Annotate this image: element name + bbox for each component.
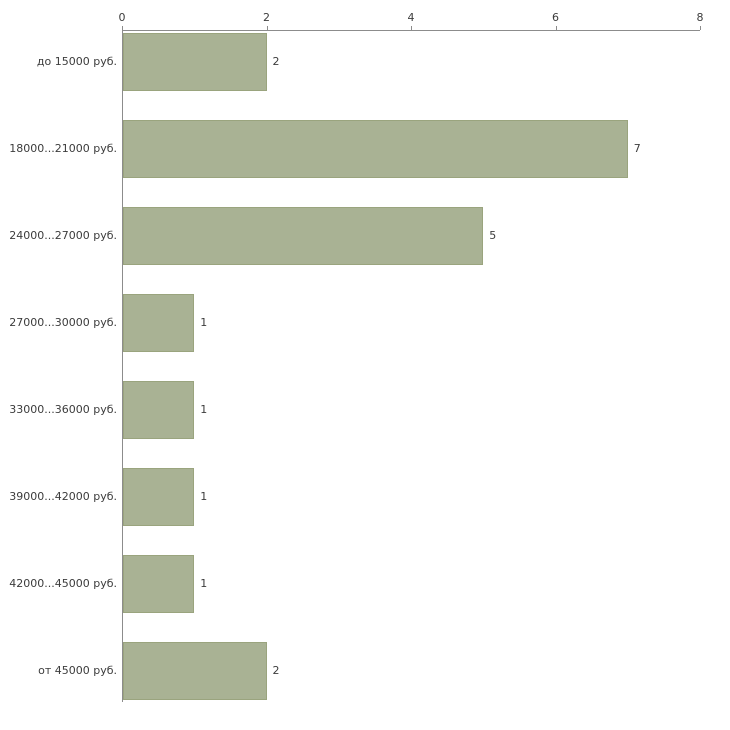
bar	[123, 207, 484, 265]
value-label: 2	[272, 664, 280, 677]
y-axis-line	[122, 30, 123, 702]
x-axis-line	[122, 30, 700, 31]
category-label: до 15000 руб.	[36, 55, 117, 68]
x-tick-label: 6	[552, 11, 559, 24]
bar	[123, 642, 267, 700]
bar	[123, 294, 195, 352]
x-tick-mark	[555, 26, 557, 30]
category-label: 24000...27000 руб.	[9, 229, 117, 242]
x-tick-mark	[411, 26, 412, 30]
category-label: 27000...30000 руб.	[9, 316, 117, 329]
value-label: 1	[200, 490, 208, 503]
value-label: 1	[200, 577, 208, 590]
category-label: 39000...42000 руб.	[9, 490, 117, 503]
x-tick-label: 8	[696, 11, 704, 24]
category-label: 42000...45000 руб.	[9, 577, 117, 590]
category-label: от 45000 руб.	[38, 664, 117, 677]
bar	[123, 555, 195, 613]
value-label: 7	[633, 142, 641, 155]
x-tick-label: 0	[118, 11, 126, 24]
bar	[123, 468, 195, 526]
value-label: 5	[489, 229, 497, 242]
bar	[123, 120, 628, 178]
value-label: 1	[200, 316, 208, 329]
category-label: 33000...36000 руб.	[9, 403, 117, 416]
category-label: 18000...21000 руб.	[9, 142, 117, 155]
x-tick-label: 2	[263, 11, 270, 24]
x-tick-mark	[266, 26, 268, 30]
bar	[123, 33, 267, 91]
x-tick-mark	[122, 26, 123, 30]
value-label: 1	[200, 403, 208, 416]
x-tick-mark	[700, 26, 701, 30]
x-tick-label: 4	[407, 11, 415, 24]
value-label: 2	[272, 55, 280, 68]
bar	[123, 381, 195, 439]
